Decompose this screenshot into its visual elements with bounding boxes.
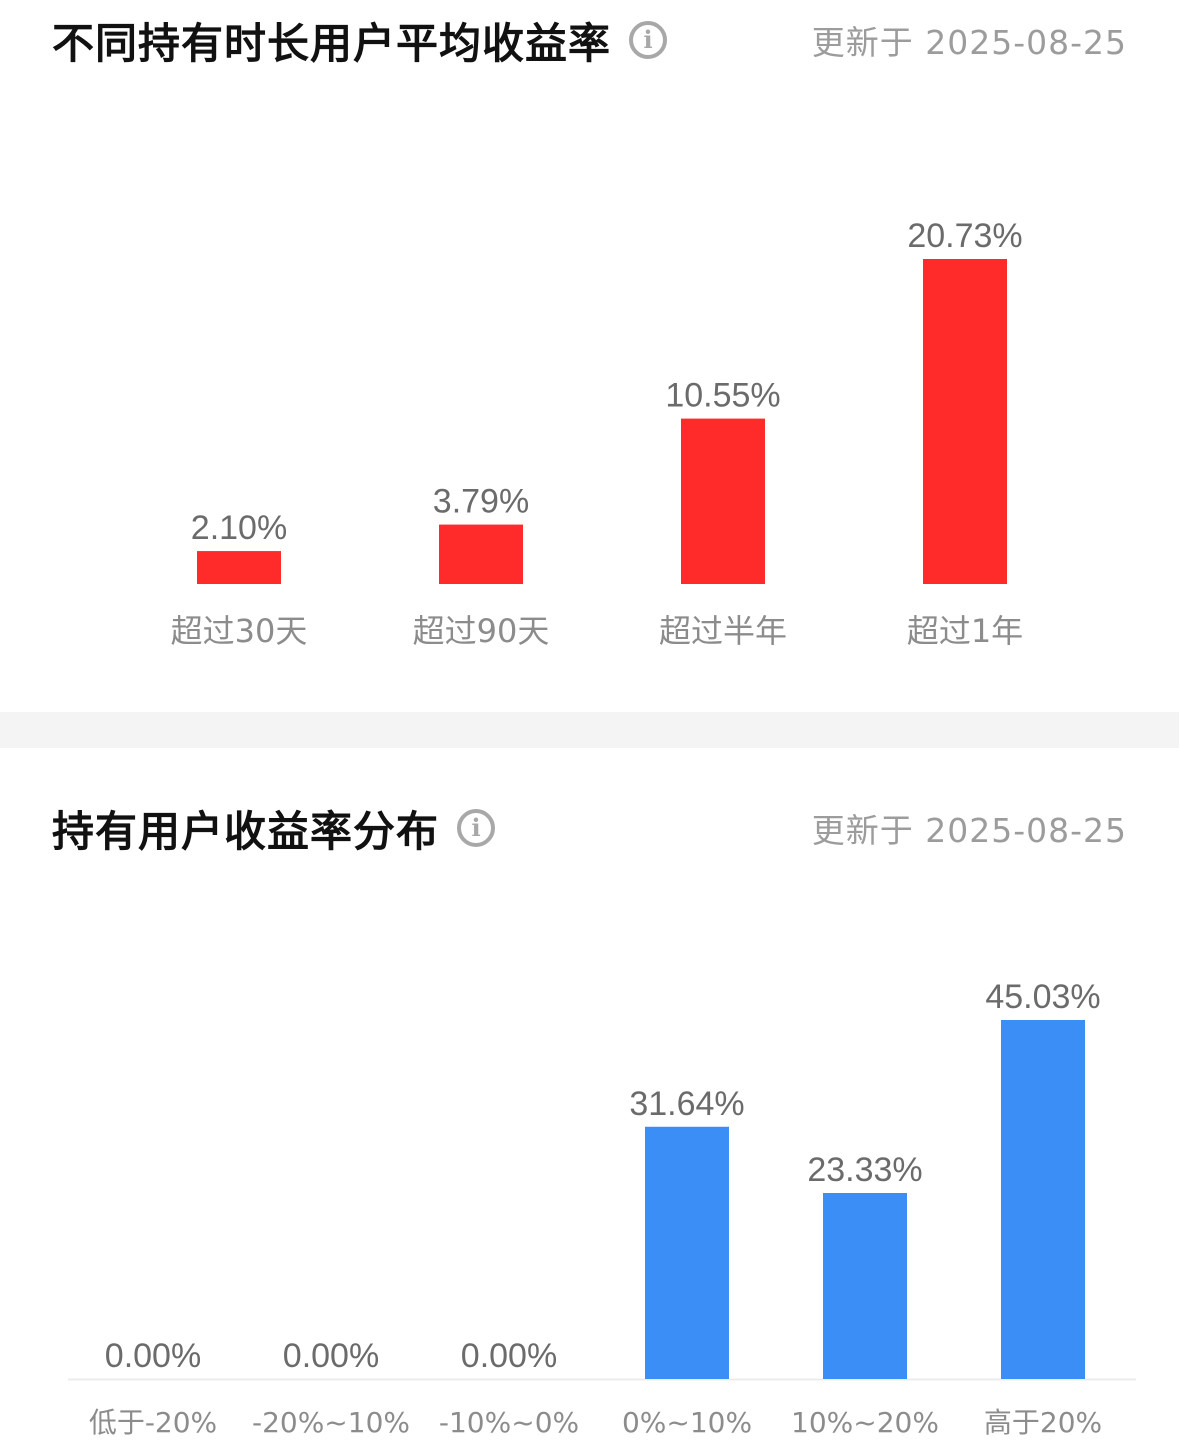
- bar-value-label: 0.00%: [105, 1337, 201, 1375]
- category-label: 超过半年: [659, 612, 787, 650]
- bar[interactable]: [645, 1126, 729, 1379]
- category-label: 超过30天: [171, 612, 308, 650]
- bar-value-label: 3.79%: [433, 483, 529, 521]
- bar-value-label: 45.03%: [985, 978, 1100, 1016]
- category-label: 超过1年: [907, 612, 1023, 650]
- chart-title: 持有用户收益率分布: [52, 806, 440, 856]
- category-label: 0%~10%: [622, 1406, 752, 1439]
- bar[interactable]: [923, 259, 1007, 584]
- avg-return-bar-chart: 2.10% 超过30天 3.79% 超过90天 10.55% 超过半年 20.73% 超过1年: [171, 217, 1024, 650]
- update-date: 更新于 2025-08-25: [811, 23, 1127, 62]
- bar[interactable]: [823, 1193, 907, 1379]
- category-label: -10%~0%: [439, 1406, 579, 1439]
- category-label: 低于-20%: [89, 1406, 217, 1439]
- bar-value-label: 31.64%: [629, 1085, 744, 1123]
- info-icon[interactable]: i: [629, 21, 668, 59]
- category-label: 超过90天: [413, 612, 550, 650]
- section-header: 持有用户收益率分布 i 更新于 2025-08-25: [52, 798, 1127, 858]
- bar-value-label: 10.55%: [665, 377, 780, 415]
- return-distribution-section: 持有用户收益率分布 i 更新于 2025-08-25 0.00% 低于-20% 0.…: [0, 748, 1179, 1441]
- section-header: 不同持有时长用户平均收益率 i 更新于 2025-08-25: [52, 10, 1127, 70]
- category-label: 高于20%: [984, 1406, 1102, 1439]
- bar[interactable]: [439, 524, 523, 584]
- info-icon[interactable]: i: [457, 809, 496, 847]
- bar-value-label: 0.00%: [461, 1337, 557, 1375]
- bar-value-label: 2.10%: [191, 509, 287, 547]
- section-divider: [0, 712, 1179, 748]
- bar-value-label: 0.00%: [283, 1337, 379, 1375]
- bar[interactable]: [197, 551, 281, 584]
- avg-return-by-holding-section: 不同持有时长用户平均收益率 i 更新于 2025-08-25 2.10% 超过30…: [0, 0, 1179, 712]
- category-label: -20%~10%: [252, 1406, 410, 1439]
- category-label: 10%~20%: [791, 1406, 939, 1439]
- bar-value-label: 23.33%: [807, 1151, 922, 1189]
- return-distribution-bar-chart: 0.00% 低于-20% 0.00% -20%~10% 0.00% -10%~0% 31.6…: [68, 978, 1136, 1439]
- chart-title: 不同持有时长用户平均收益率: [52, 18, 612, 68]
- update-date: 更新于 2025-08-25: [811, 811, 1127, 850]
- bar[interactable]: [1001, 1020, 1085, 1379]
- bar-value-label: 20.73%: [907, 217, 1022, 255]
- bar[interactable]: [681, 418, 765, 584]
